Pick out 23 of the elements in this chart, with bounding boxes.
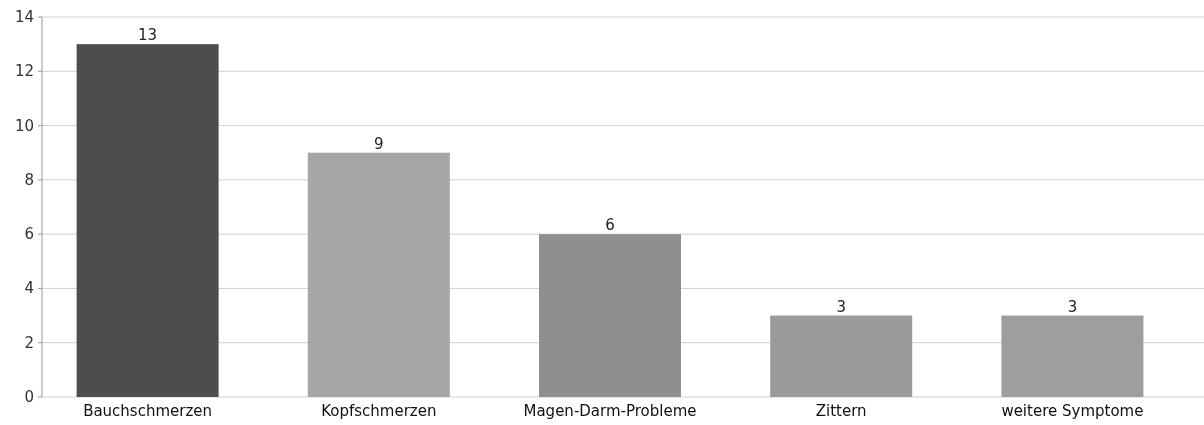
y-tick-label: 8 [24,170,34,189]
data-label: 9 [374,134,384,153]
x-tick-label: weitere Symptome [1001,402,1144,420]
x-tick-label: Kopfschmerzen [321,402,437,420]
bar [539,234,681,397]
bar [770,315,913,397]
y-tick-label: 4 [24,279,34,298]
data-label: 13 [138,26,158,45]
data-label: 3 [836,297,846,316]
y-tick-label: 2 [24,333,34,352]
data-label: 3 [1067,297,1078,316]
bar [307,152,450,397]
x-tick-label: Zittern [815,402,867,420]
x-tick-label: Magen-Darm-Probleme [523,402,697,420]
y-tick-label: 10 [14,116,34,135]
y-tick-label: 0 [24,388,34,406]
y-tick-label: 6 [24,225,34,244]
y-tick-label: 12 [14,62,34,81]
data-label: 6 [605,216,615,235]
y-tick-label: 14 [14,8,34,26]
bar [76,44,219,397]
x-tick-label: Bauchschmerzen [83,402,213,420]
bar [1001,315,1144,397]
